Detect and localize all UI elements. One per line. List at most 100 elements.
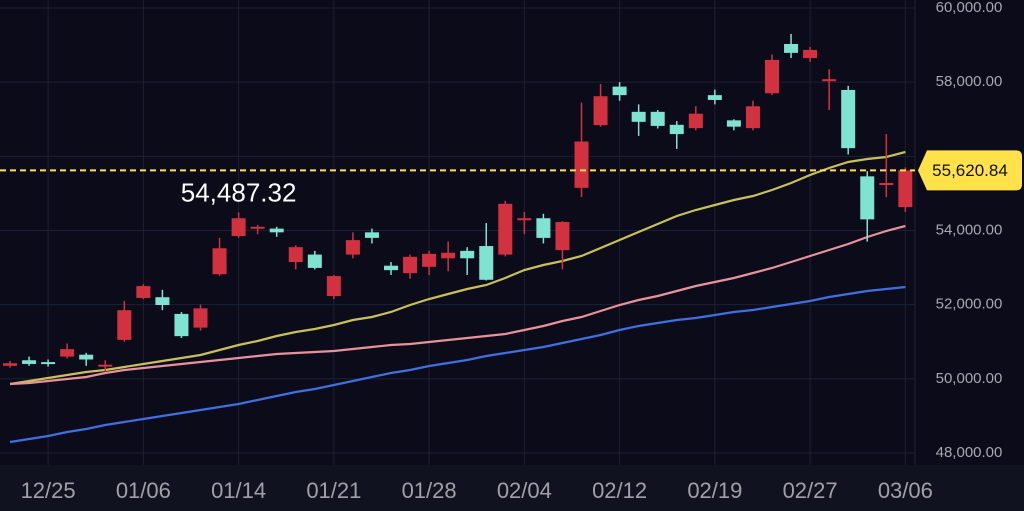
candle	[479, 223, 494, 281]
candle	[22, 356, 37, 366]
candle-body	[536, 218, 551, 238]
candle	[498, 200, 513, 257]
price-label-box	[918, 150, 1022, 191]
moving-average-line	[9, 224, 906, 386]
moving-average-line	[9, 285, 906, 444]
y-tick-label: 54,000.00	[936, 221, 1003, 238]
candle	[536, 213, 551, 244]
x-tick-label: 12/25	[21, 478, 76, 503]
candle-body	[60, 349, 75, 357]
candle	[269, 226, 284, 237]
candle	[441, 241, 456, 272]
candle-body	[155, 297, 170, 306]
candle-body	[498, 203, 513, 255]
y-tick-label: 48,000.00	[936, 444, 1003, 461]
y-tick-label: 58,000.00	[936, 73, 1003, 90]
candle-body	[803, 49, 818, 59]
candle-body	[898, 170, 913, 208]
candle	[41, 359, 56, 367]
candle-body	[117, 310, 132, 340]
candle-body	[479, 246, 494, 280]
candle-body	[555, 221, 570, 251]
candle-body	[269, 228, 284, 233]
candle-body	[403, 256, 418, 274]
candle-body	[879, 183, 894, 186]
candle	[707, 89, 722, 105]
candle-body	[669, 124, 684, 135]
candle-body	[745, 106, 760, 129]
candle-body	[136, 286, 151, 298]
candle	[822, 69, 837, 110]
candle	[288, 245, 303, 270]
candle-body	[631, 111, 646, 122]
candle	[784, 33, 799, 59]
candle	[422, 250, 437, 275]
candle-body	[326, 276, 341, 297]
candle-body	[650, 111, 665, 126]
candle	[136, 284, 151, 300]
candle	[212, 237, 227, 276]
candle	[898, 167, 913, 212]
x-tick-label: 01/21	[306, 478, 361, 503]
x-tick-label: 01/06	[116, 478, 171, 503]
candle	[98, 360, 113, 372]
candle-body	[441, 252, 456, 259]
x-tick-label: 01/14	[211, 478, 266, 503]
candle-body	[345, 240, 360, 255]
candle-body	[193, 308, 208, 328]
y-tick-label: 50,000.00	[936, 370, 1003, 387]
candle	[403, 254, 418, 279]
x-tick-label: 02/19	[687, 478, 742, 503]
candle	[745, 100, 760, 131]
candle	[307, 250, 322, 270]
x-tick-label: 01/28	[402, 478, 457, 503]
candle	[155, 289, 170, 311]
candle	[193, 304, 208, 331]
candle	[117, 300, 132, 342]
candle-body	[612, 86, 627, 96]
x-tick-label: 02/27	[783, 478, 838, 503]
candle	[669, 121, 684, 149]
moving-average-line	[9, 150, 906, 386]
candle	[364, 228, 379, 244]
candle	[612, 82, 627, 101]
candle-body	[3, 363, 17, 366]
candle	[231, 212, 246, 238]
y-tick-label: 52,000.00	[936, 296, 1003, 313]
x-tick-label: 02/04	[497, 478, 552, 503]
price-label: 55,620.84	[932, 161, 1008, 180]
candle	[555, 221, 570, 270]
candle-body	[384, 265, 398, 271]
candle-body	[79, 354, 94, 360]
candle	[326, 274, 341, 300]
candle	[650, 109, 665, 129]
x-axis-band	[0, 465, 1024, 511]
x-tick-label: 03/06	[878, 478, 933, 503]
candle	[631, 104, 646, 136]
candle-body	[231, 218, 246, 237]
candle	[250, 224, 265, 235]
candle-body	[288, 247, 303, 262]
candle-body	[860, 176, 875, 220]
candle	[3, 360, 17, 368]
candle	[345, 232, 360, 259]
high-annotation: 54,487.32	[181, 177, 297, 207]
candle	[765, 54, 779, 96]
candle-body	[364, 232, 379, 238]
candle-body	[765, 59, 779, 94]
candle-body	[593, 96, 608, 126]
candle-body	[422, 253, 437, 267]
candle	[60, 343, 75, 359]
y-tick-label: 60,000.00	[936, 0, 1003, 16]
candle-body	[707, 95, 722, 100]
candle	[841, 85, 856, 155]
candle	[460, 247, 475, 275]
x-tick-label: 02/12	[592, 478, 647, 503]
candle-body	[250, 226, 265, 229]
candle-body	[688, 113, 703, 129]
candle-body	[22, 360, 37, 364]
candle-body	[784, 43, 799, 53]
candle-body	[41, 362, 56, 365]
